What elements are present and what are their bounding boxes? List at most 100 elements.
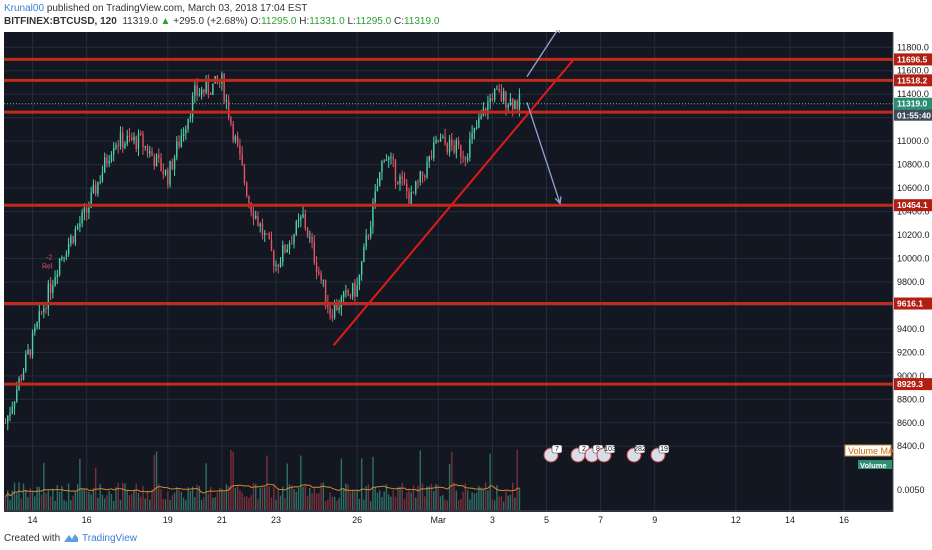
- trendline[interactable]: [332, 58, 575, 346]
- candle-body: [234, 136, 237, 141]
- volume-bar: [266, 455, 268, 510]
- x-tick-label: 14: [785, 515, 795, 525]
- volume-bar: [56, 485, 59, 510]
- volume-bar: [214, 497, 216, 510]
- volume-bar: [401, 482, 403, 510]
- candle-body: [137, 133, 140, 149]
- candle-body: [160, 158, 162, 172]
- x-tick-label: 3: [490, 515, 495, 525]
- volume-bar: [72, 495, 74, 510]
- candle-body: [311, 236, 313, 243]
- candle-body: [52, 285, 54, 293]
- candle-body: [345, 290, 347, 292]
- candle-body: [11, 407, 13, 414]
- volume-bar: [338, 498, 340, 510]
- volume-bar: [351, 490, 354, 510]
- level-price-label: 10454.1: [897, 200, 928, 210]
- candle-body: [155, 154, 158, 167]
- candle-body: [221, 74, 223, 84]
- volume-bar: [153, 454, 155, 510]
- candle-body: [480, 116, 482, 119]
- volume-bar: [471, 492, 473, 510]
- volume-bar: [270, 497, 273, 510]
- candle-body: [277, 264, 279, 267]
- volume-bar: [493, 500, 496, 510]
- volume-bar: [250, 495, 252, 510]
- candle-body: [478, 118, 480, 128]
- volume-bar: [88, 491, 90, 510]
- symbol-label: BITFINEX:BTCUSD, 120: [4, 16, 117, 27]
- candle-body: [140, 133, 142, 135]
- candle-body: [85, 207, 88, 213]
- x-tick-label: 7: [598, 515, 603, 525]
- volume-bar: [451, 451, 453, 510]
- volume-bar: [97, 497, 99, 510]
- y-tick-label: 10600.0: [897, 183, 930, 193]
- volume-bar: [180, 491, 183, 510]
- volume-bar: [189, 490, 192, 510]
- volume-bar: [453, 482, 455, 510]
- y-tick-label: 10200.0: [897, 230, 930, 240]
- volume-bar: [243, 496, 246, 510]
- volume-bar: [502, 501, 505, 510]
- volume-bar: [67, 483, 70, 510]
- volume-bar: [279, 495, 282, 510]
- candle-body: [471, 133, 473, 140]
- volume-bar: [291, 485, 293, 510]
- volume-bar: [135, 483, 137, 510]
- volume-bar: [115, 487, 117, 510]
- volume-bar: [419, 450, 421, 510]
- volume-bar: [514, 497, 516, 510]
- candle-body: [437, 139, 439, 142]
- volume-bar: [20, 498, 22, 510]
- candle-body: [49, 283, 52, 293]
- candle-body: [171, 161, 174, 170]
- volume-bar: [475, 492, 478, 510]
- candle-body: [187, 118, 189, 130]
- level-price-tag: [894, 53, 932, 66]
- candle-body: [236, 136, 239, 145]
- volume-bar: [277, 488, 279, 510]
- candle-body: [65, 254, 68, 257]
- candle-body: [149, 151, 151, 154]
- volume-bar: [509, 494, 512, 510]
- candle-body: [417, 181, 419, 183]
- candle-body: [79, 223, 81, 227]
- tradingview-brand[interactable]: TradingView: [82, 533, 138, 544]
- level-price-label: 9616.1: [897, 299, 923, 309]
- candle-body: [144, 146, 146, 148]
- volume-bar: [230, 449, 232, 510]
- publish-line: Krunal00 published on TradingView.com, M…: [4, 3, 307, 14]
- y-tick-label: 8800.0: [897, 394, 925, 404]
- volume-bar: [385, 484, 388, 510]
- volume-bar: [9, 500, 11, 510]
- author-link[interactable]: Krunal00: [4, 3, 45, 14]
- volume-bar: [92, 488, 95, 510]
- candle-body: [304, 214, 307, 229]
- change-arrow-icon: ▲: [160, 16, 171, 27]
- x-tick-label: 16: [839, 515, 849, 525]
- volume-bar: [417, 485, 419, 510]
- volume-bar: [496, 485, 498, 510]
- candle-body: [507, 105, 509, 108]
- candle-body: [63, 256, 65, 258]
- volume-bar: [207, 493, 210, 510]
- volume-bar: [424, 496, 426, 510]
- candle-body: [257, 215, 259, 227]
- x-tick-label: 19: [163, 515, 173, 525]
- projection-arrow[interactable]: [526, 102, 561, 204]
- volume-bar: [40, 494, 43, 510]
- candle-body: [81, 212, 83, 224]
- volume-bar: [158, 483, 160, 510]
- volume-bar: [167, 491, 169, 510]
- x-tick-label: 23: [271, 515, 281, 525]
- volume-bar: [232, 451, 234, 510]
- projection-arrow[interactable]: [526, 30, 560, 77]
- candle-body: [27, 349, 29, 354]
- price-chart[interactable]: 11800.011600.011400.011200.011000.010800…: [0, 30, 932, 527]
- volume-bar: [388, 494, 390, 510]
- volume-bar: [259, 487, 261, 510]
- candle-body: [275, 264, 277, 266]
- volume-ma-legend[interactable]: [844, 444, 892, 457]
- volume-bar: [412, 485, 415, 510]
